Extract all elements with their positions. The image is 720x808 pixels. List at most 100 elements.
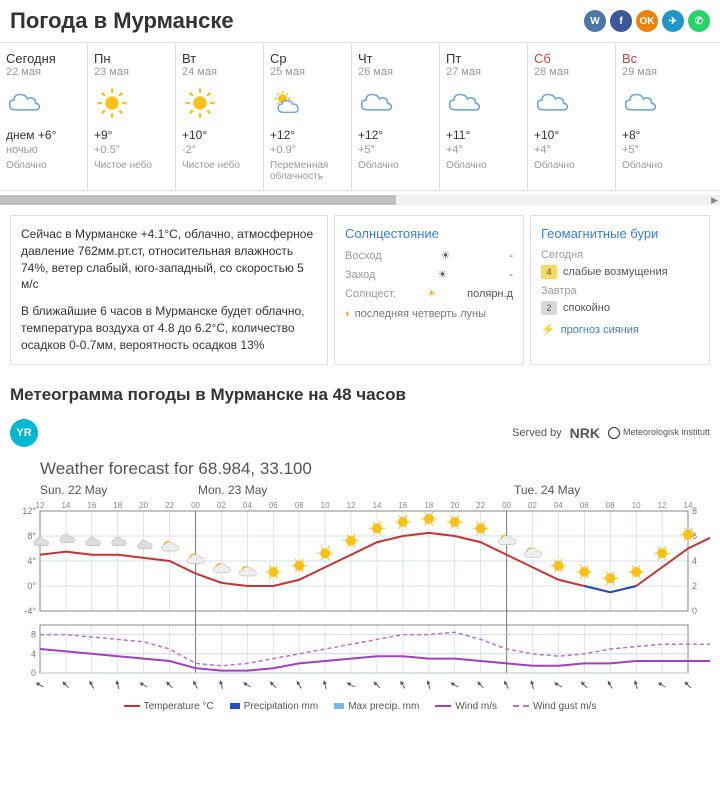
- legend-wind: Wind m/s: [435, 701, 497, 712]
- day-temp-night: ночью: [6, 144, 81, 156]
- day-temp-night: +5°: [358, 144, 433, 156]
- day-temp: +10°: [182, 128, 257, 142]
- svg-text:12: 12: [36, 501, 45, 510]
- day-temp: +9°: [94, 128, 169, 142]
- served-by: Served by NRK Meteorologisk institutt: [512, 425, 710, 441]
- day-desc: Облачно: [446, 160, 521, 171]
- day-name: Чт: [358, 51, 433, 66]
- social-icons: WfOK✈✆: [584, 10, 710, 32]
- day-card-0[interactable]: Сегодня 22 мая днем +6° ночью Облачно: [0, 43, 88, 190]
- aurora-icon: ⚡: [541, 323, 555, 336]
- svg-text:0: 0: [31, 668, 36, 678]
- svg-text:8: 8: [31, 629, 36, 639]
- horizontal-scrollbar[interactable]: ▶: [0, 195, 720, 205]
- social-vk[interactable]: W: [584, 10, 606, 32]
- day-name: Сб: [534, 51, 609, 66]
- geo-today-text: слабые возмущения: [563, 266, 668, 278]
- day-temp: +12°: [270, 128, 345, 142]
- svg-text:08: 08: [295, 501, 304, 510]
- svg-text:04: 04: [243, 501, 252, 510]
- day-date: 29 мая: [622, 66, 698, 78]
- day-temp-night: +4°: [446, 144, 521, 156]
- day-card-7[interactable]: Вс 29 мая +8° +5° Облачно: [616, 43, 704, 190]
- legend-maxprecip: Max precip. mm: [334, 701, 419, 712]
- svg-text:02: 02: [528, 501, 537, 510]
- day-temp: +12°: [358, 128, 433, 142]
- meteogram-title: Метеограмма погоды в Мурманске на 48 час…: [0, 371, 720, 413]
- weather-icon: [6, 84, 81, 122]
- svg-text:12: 12: [658, 501, 667, 510]
- social-tg[interactable]: ✈: [662, 10, 684, 32]
- day-card-6[interactable]: Сб 28 мая +10° +4° Облачно: [528, 43, 616, 190]
- geo-today-badge: 4: [541, 265, 557, 279]
- svg-text:08: 08: [606, 501, 615, 510]
- svg-text:10: 10: [632, 501, 641, 510]
- sunset-value: -: [509, 269, 513, 281]
- svg-text:0°: 0°: [27, 581, 36, 591]
- scrollbar-arrow-right[interactable]: ▶: [711, 195, 718, 206]
- svg-text:20: 20: [139, 501, 148, 510]
- sunset-label: Заход: [345, 269, 375, 281]
- sunrise-icon: ☀: [441, 249, 451, 262]
- social-wa[interactable]: ✆: [688, 10, 710, 32]
- aurora-forecast-link[interactable]: прогноз сияния: [561, 324, 639, 336]
- day-card-1[interactable]: Пн 23 мая +9° +0.5° Чистое небо: [88, 43, 176, 190]
- day-card-5[interactable]: Пт 27 мая +11° +4° Облачно: [440, 43, 528, 190]
- meteogram-chart: 12°8°4°0°-4°8642012141618202200020406081…: [10, 497, 710, 697]
- day-desc: Облачно: [534, 160, 609, 171]
- yr-logo: YR: [10, 419, 38, 447]
- svg-text:10: 10: [321, 501, 330, 510]
- chart-day-3: Tue. 24 May: [514, 483, 580, 497]
- day-card-2[interactable]: Вт 24 мая +10° -2° Чистое небо: [176, 43, 264, 190]
- chart-day-1: Sun. 22 May: [40, 483, 198, 497]
- solstice-icon: ☀: [427, 287, 437, 300]
- day-card-3[interactable]: Ср 25 мая +12° +0.9° Переменная облачнос…: [264, 43, 352, 190]
- met-inst-logo: Meteorologisk institutt: [608, 427, 710, 439]
- geo-today-label: Сегодня: [541, 249, 699, 261]
- geomagnetic-box: Геомагнитные бури Сегодня 4слабые возмущ…: [530, 215, 710, 365]
- solstice-label: Солнцест.: [345, 288, 396, 300]
- svg-text:2: 2: [692, 581, 697, 591]
- chart-day-2: Mon. 23 May: [198, 483, 514, 497]
- svg-text:14: 14: [684, 501, 693, 510]
- geo-tomorrow-label: Завтра: [541, 285, 699, 297]
- social-fb[interactable]: f: [610, 10, 632, 32]
- scrollbar-thumb[interactable]: [0, 195, 396, 205]
- svg-text:16: 16: [87, 501, 96, 510]
- day-date: 27 мая: [446, 66, 521, 78]
- svg-text:22: 22: [165, 501, 174, 510]
- svg-text:4: 4: [692, 556, 697, 566]
- geo-tomorrow-badge: 2: [541, 301, 557, 315]
- svg-text:00: 00: [191, 501, 200, 510]
- day-date: 26 мая: [358, 66, 433, 78]
- svg-text:06: 06: [269, 501, 278, 510]
- sunset-icon: ☀: [437, 268, 447, 281]
- weather-icon: [358, 84, 433, 122]
- day-temp-night: +5°: [622, 144, 698, 156]
- day-date: 28 мая: [534, 66, 609, 78]
- svg-text:14: 14: [61, 501, 70, 510]
- svg-text:22: 22: [476, 501, 485, 510]
- weather-icon: [182, 84, 257, 122]
- svg-text:04: 04: [554, 501, 563, 510]
- social-ok[interactable]: OK: [636, 10, 658, 32]
- day-name: Сегодня: [6, 51, 81, 66]
- chart-legend: Temperature °C Precipitation mm Max prec…: [10, 697, 710, 716]
- day-desc: Облачно: [6, 160, 81, 171]
- day-temp-night: -2°: [182, 144, 257, 156]
- day-date: 23 мая: [94, 66, 169, 78]
- day-desc: Облачно: [622, 160, 698, 171]
- svg-text:00: 00: [502, 501, 511, 510]
- day-card-4[interactable]: Чт 26 мая +12° +5° Облачно: [352, 43, 440, 190]
- day-name: Вт: [182, 51, 257, 66]
- solstice-box: Солнцестояние Восход☀- Заход☀- Солнцест.…: [334, 215, 524, 365]
- legend-precip: Precipitation mm: [230, 701, 318, 712]
- day-name: Вс: [622, 51, 698, 66]
- svg-text:-4°: -4°: [24, 606, 36, 616]
- svg-text:8: 8: [692, 506, 697, 516]
- svg-text:0: 0: [692, 606, 697, 616]
- weather-icon: [622, 84, 698, 122]
- legend-gust: Wind gust m/s: [513, 701, 596, 712]
- svg-text:02: 02: [217, 501, 226, 510]
- svg-text:4°: 4°: [27, 556, 36, 566]
